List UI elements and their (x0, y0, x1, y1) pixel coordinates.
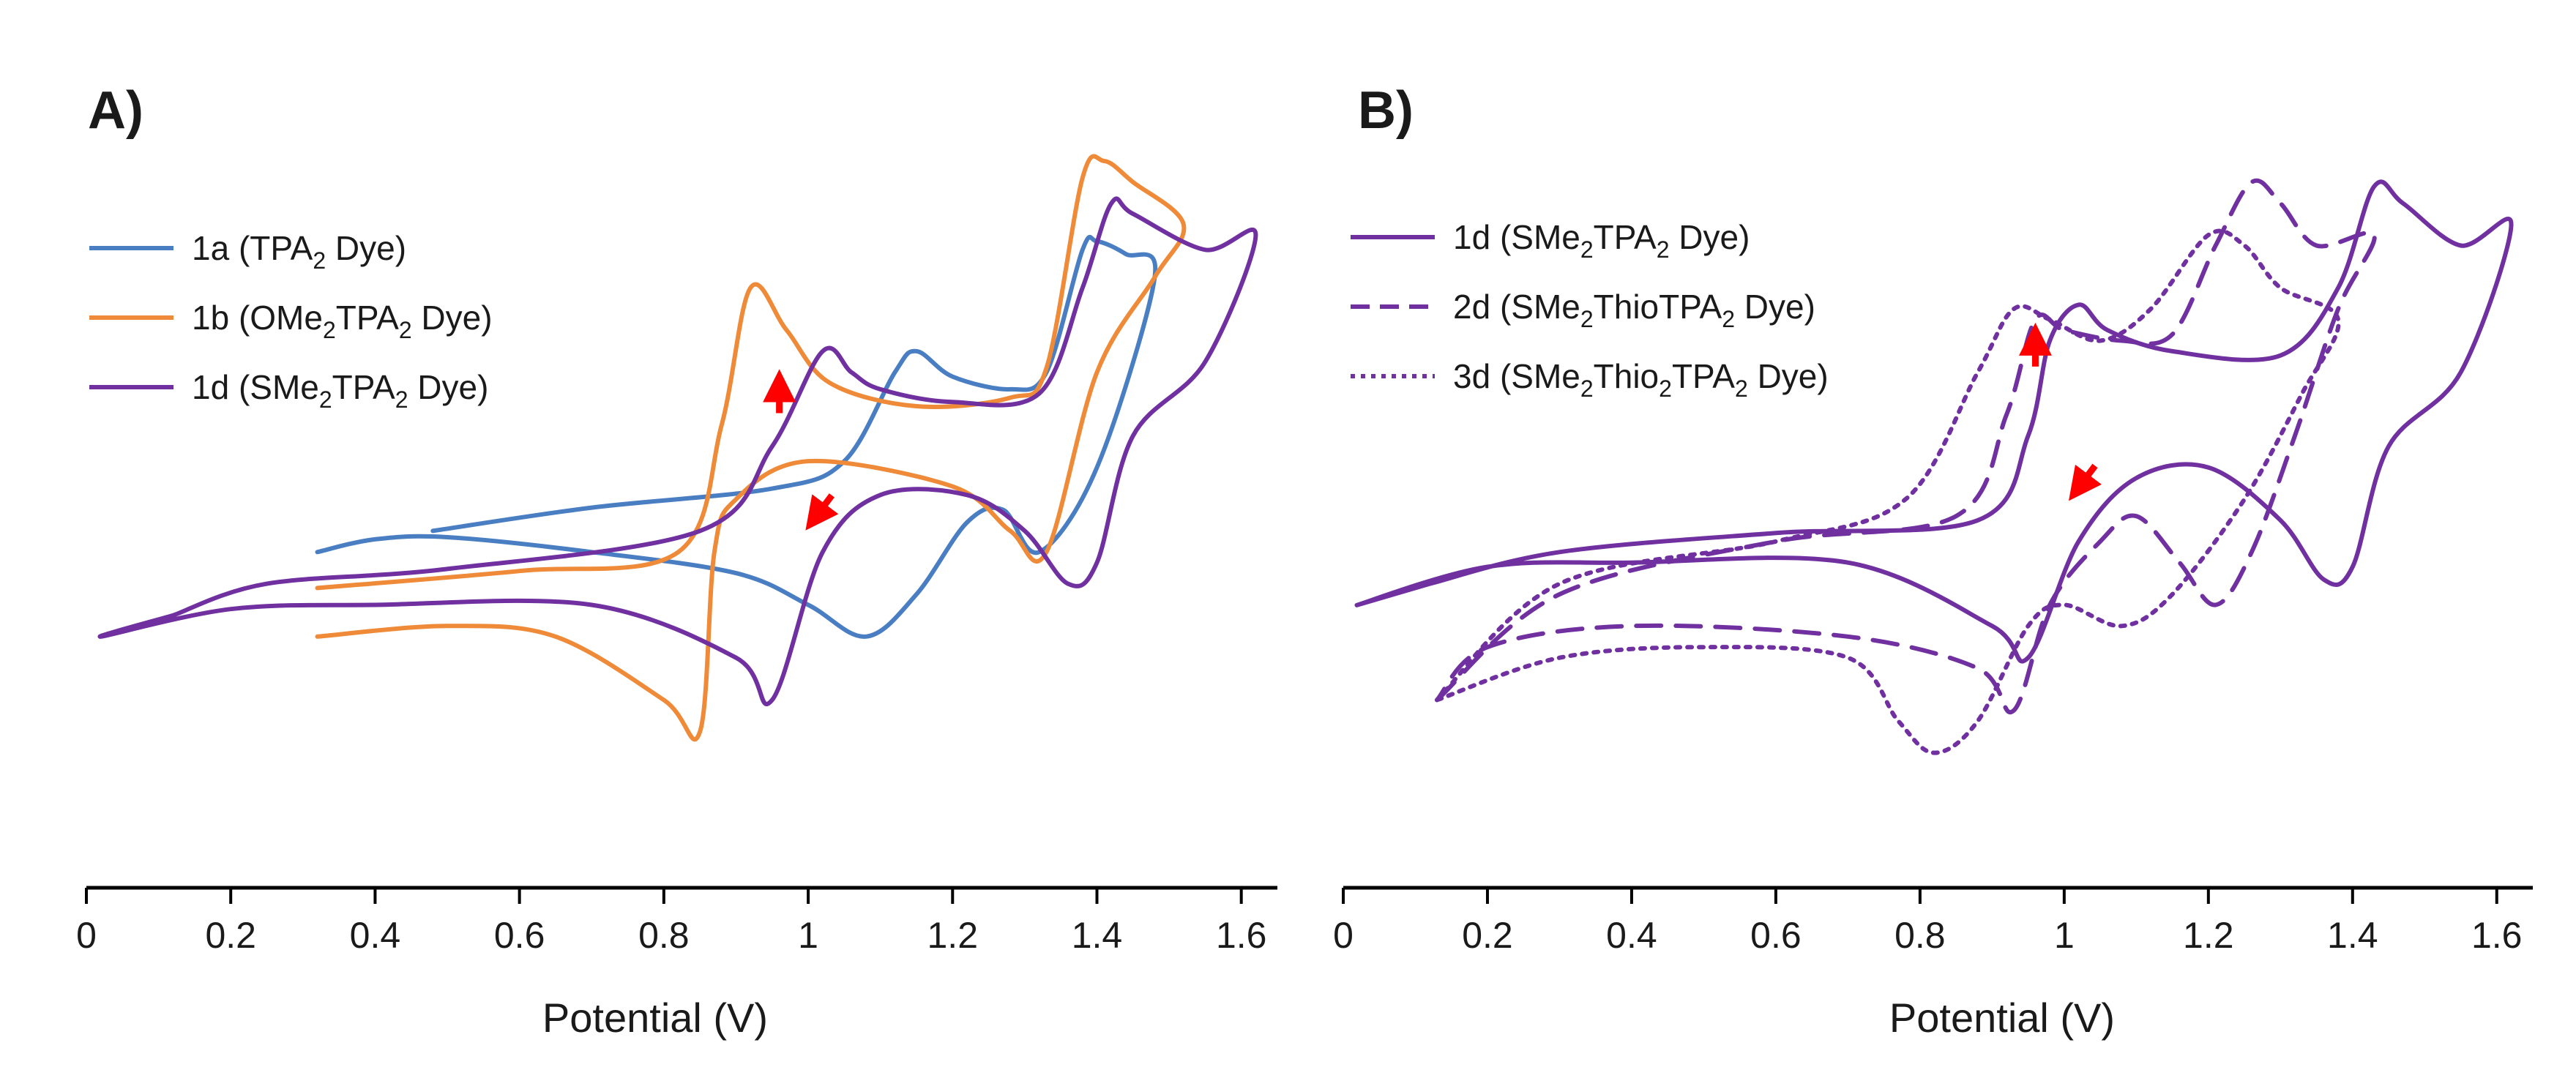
panel-0-x-tick-label-3: 0.6 (494, 915, 545, 956)
panel-1-legend-label-1: 2d (SMe2ThioTPA2 Dye) (1453, 288, 1815, 332)
panel-1-x-tick-label-4: 0.8 (1894, 915, 1946, 956)
panel-b-label: B) (1358, 81, 1414, 140)
panel-1-legend-label-2: 3d (SMe2Thio2TPA2 Dye) (1453, 357, 1829, 402)
panel-0-x-tick-label-0: 0 (76, 915, 97, 956)
panel-1-x-tick-label-6: 1.2 (2183, 915, 2234, 956)
panel-1-x-tick-label-0: 0 (1333, 915, 1354, 956)
panel-1-x-tick-label-2: 0.4 (1606, 915, 1657, 956)
panel-a-series (97, 154, 1258, 742)
panel-1-x-tick-label-8: 1.6 (2471, 915, 2523, 956)
panel-0-x-tick-label-1: 0.2 (205, 915, 256, 956)
panel-0-x-tick-label-6: 1.2 (927, 915, 979, 956)
panel-0-legend-label-1: 1b (OMe2TPA2 Dye) (192, 299, 493, 343)
panel-a-x-axis-title: Potential (V) (542, 995, 768, 1041)
panel-1-x-tick-label-3: 0.6 (1750, 915, 1802, 956)
panel-1-x-tick-label-7: 1.4 (2327, 915, 2378, 956)
panel-a: A) 0 0.2 0.4 0.6 0.8 1 1.2 1.4 1.6 Potential (V)… (76, 81, 1277, 1041)
panel-0-legend-label-0: 1a (TPA2 Dye) (192, 229, 406, 274)
panel-b: B) 0 0.2 0.4 0.6 0.8 1 1.2 1.4 1.6 Potential (V)… (1333, 81, 2533, 1041)
panel-b-series (1354, 178, 2514, 755)
panel-0-series-1-line (315, 154, 1187, 742)
panel-0-x-tick-label-5: 1 (798, 915, 818, 956)
panel-a-x-axis: 0 0.2 0.4 0.6 0.8 1 1.2 1.4 1.6 (76, 886, 1277, 956)
panel-b-legend: 1d (SMe2TPA2 Dye) 2d (SMe2ThioTPA2 Dye) 3d… (1351, 218, 1829, 402)
panel-0-direction-arrow-1 (805, 493, 839, 531)
panel-a-legend: 1a (TPA2 Dye) 1b (OMe2TPA2 Dye) 1d (SMe2TP… (89, 229, 493, 413)
panel-a-label: A) (88, 81, 143, 140)
panel-0-series-2-line (97, 196, 1258, 706)
panel-1-x-tick-label-5: 1 (2054, 915, 2075, 956)
panel-0-legend-label-2: 1d (SMe2TPA2 Dye) (192, 368, 488, 413)
panel-0-x-tick-label-4: 0.8 (638, 915, 690, 956)
panel-b-x-axis-title: Potential (V) (1889, 995, 2115, 1041)
panel-0-series-0-line (315, 234, 1158, 639)
panel-0-x-tick-label-7: 1.4 (1072, 915, 1123, 956)
panel-1-series-2-line (1435, 228, 2341, 755)
panel-b-x-axis: 0 0.2 0.4 0.6 0.8 1 1.2 1.4 1.6 (1333, 886, 2533, 956)
panel-1-x-tick-label-1: 0.2 (1462, 915, 1513, 956)
panel-1-direction-arrow-1 (2068, 463, 2102, 501)
panel-1-series-1-line (1435, 178, 2377, 715)
panel-0-x-tick-label-8: 1.6 (1216, 915, 1267, 956)
panel-1-legend-label-0: 1d (SMe2TPA2 Dye) (1453, 218, 1750, 263)
panel-0-x-tick-label-2: 0.4 (350, 915, 401, 956)
panel-1-series-0-line (1354, 179, 2514, 664)
